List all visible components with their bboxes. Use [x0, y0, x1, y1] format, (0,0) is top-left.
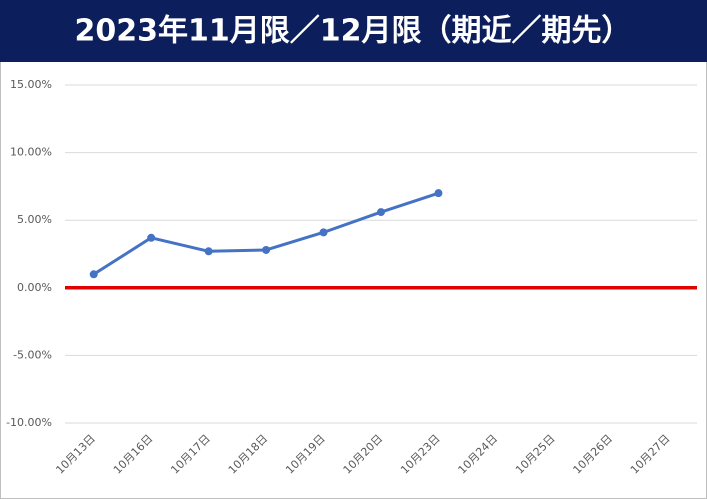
title-bar [0, 0, 707, 62]
data-point [147, 233, 156, 242]
y-tick-label: -5.00% [13, 348, 52, 361]
y-tick-label: 5.00% [17, 213, 52, 226]
data-point [434, 189, 443, 198]
chart-title: 2023年11月限／12月限（期近／期先） [75, 14, 632, 49]
data-point [319, 228, 328, 237]
y-tick-label: 15.00% [10, 78, 52, 91]
y-tick-label: 10.00% [10, 146, 52, 159]
data-point [204, 247, 213, 256]
y-tick-label: 0.00% [17, 281, 52, 294]
data-point [89, 270, 98, 279]
data-point [377, 208, 385, 217]
data-point [262, 245, 271, 254]
y-tick-label: -10.00% [6, 416, 52, 429]
